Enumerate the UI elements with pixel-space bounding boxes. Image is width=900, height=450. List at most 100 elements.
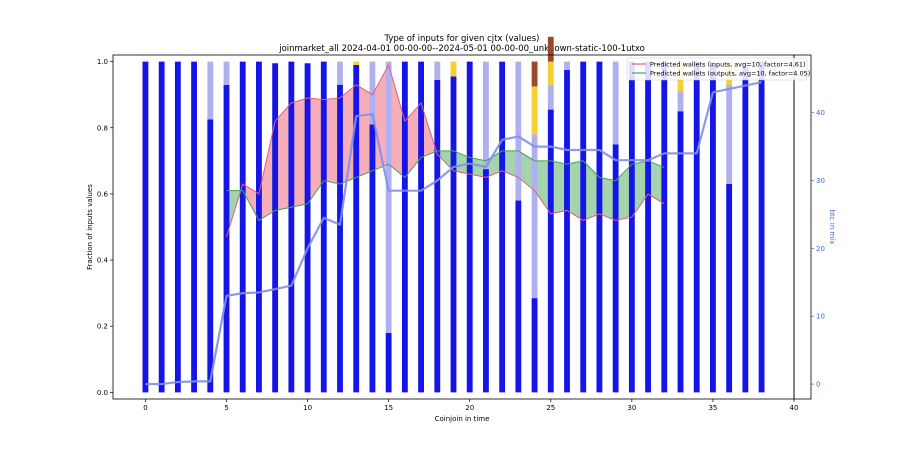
bar-remix-23 (515, 61, 522, 201)
outputs-excess-area-16-0 (485, 150, 503, 178)
bar-fresh-3 (191, 61, 197, 393)
y-axis-label: Fraction of inputs values (86, 184, 94, 270)
btc-line (145, 81, 762, 386)
inputs-excess-area-5-0 (307, 98, 324, 204)
bar-remix-5 (223, 61, 230, 85)
y-tick-label-0: 0.0 (97, 389, 108, 397)
bar-fresh-28 (596, 61, 603, 393)
bar-brown-24 (531, 61, 538, 87)
bar-fresh-35 (710, 64, 716, 393)
bar-remix-18 (434, 61, 441, 80)
outputs-excess-area-20-0 (550, 160, 567, 214)
bar-fresh-34 (693, 61, 700, 393)
y-axis: 0.0 0.2 0.4 0.6 0.8 1.0 (97, 58, 113, 397)
inputs-excess-area-1-0 (242, 184, 259, 221)
bar-remix-15 (385, 61, 392, 333)
y-tick-label-0.6: 0.6 (97, 190, 109, 198)
y2-tick-label-30: 30 (816, 177, 825, 185)
outputs-excess-area-15-0 (469, 157, 486, 178)
bar-fresh-23 (515, 200, 522, 393)
bar-remix-25 (547, 84, 554, 110)
bar-fresh-18 (434, 79, 441, 393)
y2-tick-label-0: 0 (816, 381, 820, 389)
y-tick-label-1: 1.0 (97, 58, 108, 66)
bar-remix-4 (207, 61, 214, 120)
bar-remix-21 (483, 61, 489, 170)
bar-yellow-19 (450, 61, 457, 77)
bar-fresh-4 (207, 119, 214, 393)
bar-fresh-9 (288, 61, 295, 393)
bar-remix-26 (564, 61, 570, 70)
stacked-bars (142, 36, 765, 393)
bar-fresh-17 (418, 61, 424, 393)
bar-fresh-29 (612, 144, 619, 393)
outputs-excess-area-26-0 (648, 160, 665, 204)
bar-fresh-31 (645, 61, 651, 393)
bar-fresh-19 (450, 76, 457, 393)
x-axis-label: Coinjoin in time (435, 415, 490, 423)
y-tick-label-0.8: 0.8 (97, 124, 108, 132)
bar-fresh-37 (742, 66, 749, 393)
bar-fresh-27 (580, 61, 587, 393)
bar-remix-12 (337, 61, 343, 85)
bar-fresh-6 (239, 61, 246, 393)
bar-fresh-22 (499, 61, 506, 393)
bar-fresh-30 (628, 61, 635, 393)
prediction-lines (226, 63, 665, 238)
outputs-excess-area-21-0 (567, 160, 584, 221)
bar-fresh-33 (677, 111, 684, 393)
y-tick-label-0.2: 0.2 (97, 323, 108, 331)
bar-fresh-25 (547, 109, 554, 393)
bar-fresh-38 (758, 61, 765, 393)
chart-title: Type of inputs for given cjtx (values) (384, 34, 540, 44)
bar-fresh-7 (256, 61, 262, 393)
bar-remix-14 (369, 61, 376, 125)
legend: Predicted wallets (inputs, avg=10, facto… (626, 57, 810, 81)
bar-fresh-11 (320, 61, 327, 393)
bar-fresh-32 (661, 61, 668, 393)
legend-outputs-label: Predicted wallets (outputs, avg=10, fact… (650, 70, 810, 78)
inputs-excess-area-11-0 (404, 102, 422, 178)
bar-fresh-8 (272, 63, 279, 393)
outputs-excess-area-22-0 (583, 160, 600, 221)
outputs-prediction-line (226, 150, 665, 222)
bar-fresh-16 (401, 61, 408, 393)
outputs-excess-area-25-0 (631, 160, 649, 218)
inputs-excess-area-8-0 (356, 84, 373, 178)
y-tick-label-0.4: 0.4 (97, 257, 109, 265)
bar-yellow-24 (531, 86, 538, 135)
bar-fresh-5 (223, 84, 230, 393)
bar-fresh-14 (369, 124, 376, 393)
outputs-excess-area-23-0 (599, 177, 616, 221)
legend-box (626, 57, 808, 81)
right-axis-frame (793, 54, 812, 400)
inputs-excess-area-7-0 (340, 84, 357, 184)
legend-inputs-label: Predicted wallets (inputs, avg=10, facto… (650, 61, 806, 69)
x-tick-label-0: 0 (143, 404, 147, 412)
bar-fresh-24 (531, 298, 538, 393)
bar-fresh-1 (158, 61, 165, 393)
x-tick-label-35: 35 (708, 404, 717, 412)
bar-remix-36 (726, 84, 733, 184)
inputs-excess-area-3-0 (275, 102, 292, 211)
bar-fresh-2 (174, 61, 181, 393)
y2-axis: 0 10 20 30 40 (811, 109, 825, 389)
outputs-excess-area-14-0 (453, 150, 470, 175)
y2-axis-label: btc in mix (828, 210, 836, 245)
bar-fresh-10 (304, 63, 311, 393)
x-tick-label-20: 20 (465, 404, 474, 412)
bar-remix-24 (531, 134, 538, 299)
x-axis: 0 5 10 15 20 25 30 35 40 (143, 399, 798, 412)
x-tick-label-15: 15 (384, 404, 393, 412)
outputs-excess-area-24-0 (615, 164, 632, 221)
y2-tick-label-40: 40 (816, 109, 825, 117)
bar-yellow-13 (353, 61, 360, 65)
x-tick-label-40: 40 (790, 404, 799, 412)
chart-subtitle: joinmarket_all 2024-04-01 00-00-00--2024… (278, 44, 645, 54)
bar-fresh-20 (466, 61, 473, 393)
bar-remix-33 (677, 91, 684, 112)
outputs-excess-area-17-0 (502, 150, 519, 178)
inputs-excess-area-4-0 (291, 98, 308, 208)
bar-fresh-13 (353, 64, 360, 393)
inputs-excess-area-2-0 (258, 121, 276, 221)
